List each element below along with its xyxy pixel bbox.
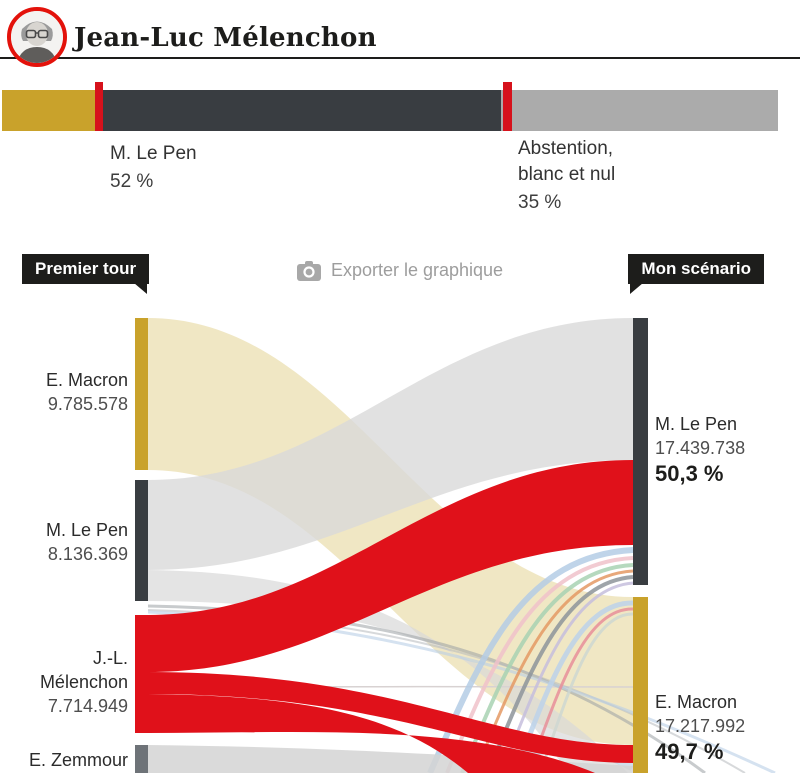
header: Jean-Luc Mélenchon [0, 0, 800, 67]
node-label-zemmour-left-name: E. Zemmour [28, 750, 128, 770]
candidate-portrait-image [11, 11, 63, 63]
sankey-node-lepen-right[interactable] [633, 318, 648, 585]
second-round-result-bar [2, 90, 778, 131]
node-label-zemmour-left: E. Zemmour [0, 748, 128, 772]
node-label-lepen-right: M. Le Pen 17.439.738 50,3 % [655, 412, 745, 488]
node-label-melenchon-left: J.-L. Mélenchon 7.714.949 [0, 646, 128, 718]
node-label-lepen-right-share: 50,3 % [655, 461, 724, 486]
node-label-lepen-left: M. Le Pen 8.136.369 [0, 518, 128, 566]
bar-label-lepen: M. Le Pen 52 % [110, 141, 197, 193]
node-label-macron-left: E. Macron 9.785.578 [0, 368, 128, 416]
flow-melenchon-to-bottom [148, 694, 595, 773]
sankey-node-melenchon-left[interactable] [135, 615, 148, 733]
bar-label-abstention: Abstention, blanc et nul 35 % [518, 136, 615, 214]
candidate-avatar[interactable] [7, 7, 67, 67]
camera-icon [296, 260, 321, 281]
node-label-lepen-left-name: M. Le Pen [45, 520, 128, 540]
node-label-macron-right-value: 17.217.992 [655, 716, 746, 736]
bar-marker-right [503, 82, 512, 131]
node-label-macron-left-value: 9.785.578 [47, 394, 128, 414]
bar-segment-gold [2, 90, 96, 131]
bar-segment-abstention [500, 90, 778, 131]
node-label-macron-right-name: E. Macron [655, 692, 738, 712]
bar-label-lepen-value: 52 % [110, 171, 154, 192]
sankey-node-zemmour-left[interactable] [135, 745, 148, 773]
export-chart-button[interactable]: Exporter le graphique [0, 260, 800, 281]
bar-label-abstention-value: 35 % [518, 192, 562, 213]
node-label-melenchon-left-value: 7.714.949 [47, 696, 128, 716]
sankey-node-macron-left[interactable] [135, 318, 148, 470]
mon-scenario-badge: Mon scénario [628, 254, 764, 294]
bar-label-lepen-name: M. Le Pen [110, 143, 197, 164]
node-label-lepen-left-value: 8.136.369 [47, 544, 128, 564]
node-label-macron-right-share: 49,7 % [655, 739, 724, 764]
flow-lepen-to-lepen [148, 318, 633, 570]
node-label-melenchon-left-name: J.-L. Mélenchon [39, 648, 128, 692]
node-label-lepen-right-value: 17.439.738 [655, 438, 746, 458]
sankey-canvas [135, 318, 776, 773]
node-label-macron-right: E. Macron 17.217.992 49,7 % [655, 690, 745, 766]
page-title: Jean-Luc Mélenchon [74, 23, 377, 53]
export-chart-label: Exporter le graphique [330, 260, 504, 280]
sankey-node-lepen-left[interactable] [135, 480, 148, 601]
bar-marker-left [95, 82, 103, 131]
bar-label-abstention-name: Abstention, blanc et nul [518, 138, 616, 185]
node-label-lepen-right-name: M. Le Pen [655, 414, 738, 434]
flow-melenchon-to-macron [148, 672, 633, 763]
premier-tour-badge: Premier tour [22, 254, 150, 294]
bar-segment-lepen [95, 90, 501, 131]
sankey-node-macron-right[interactable] [633, 597, 648, 773]
flow-melenchon-to-lepen [148, 460, 633, 672]
sankey-chart [0, 303, 800, 773]
node-label-macron-left-name: E. Macron [45, 370, 128, 390]
